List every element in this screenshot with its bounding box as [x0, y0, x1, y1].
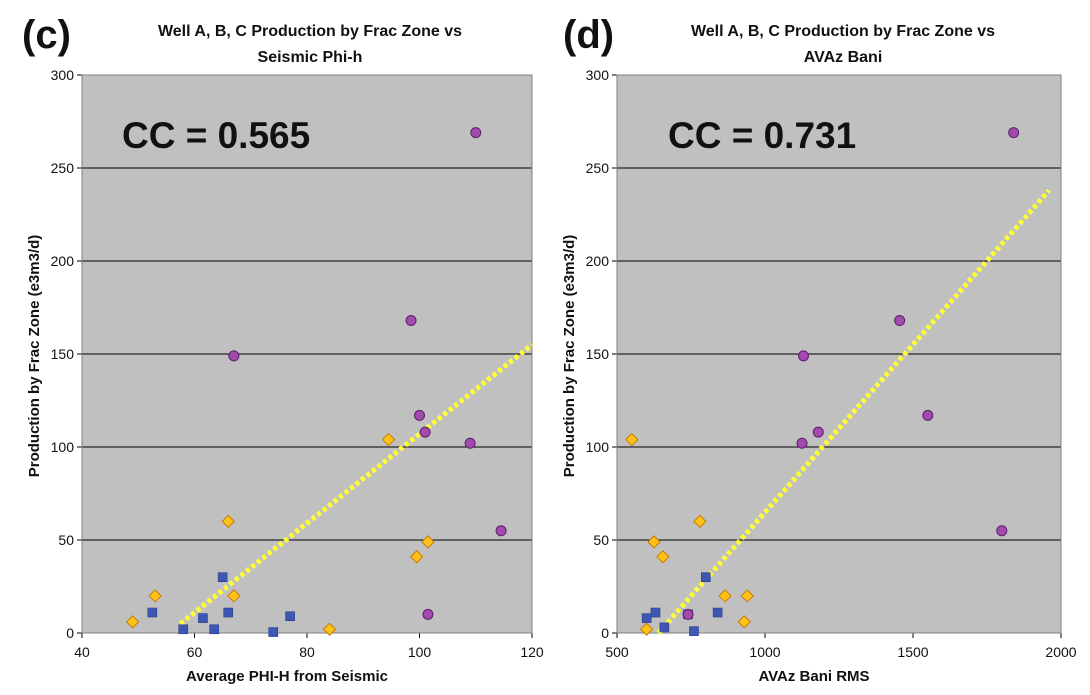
point-diamond-d	[639, 622, 654, 636]
point-diamond-c	[322, 622, 337, 636]
point-circle-c	[405, 315, 417, 327]
plot-frame-d	[616, 74, 1062, 634]
point-square-c	[223, 607, 234, 618]
x-tick-label-d: 1500	[897, 644, 928, 660]
point-square-d	[650, 607, 661, 618]
chart-title-d-line1: Well A, B, C Production by Frac Zone vs	[691, 23, 995, 40]
point-diamond-d	[656, 550, 670, 564]
point-diamond-c	[409, 550, 424, 564]
chart-title-c-line1: Well A, B, C Production by Frac Zone vs	[158, 23, 462, 40]
y-tick-label-c: 100	[51, 439, 75, 455]
point-diamond-c	[227, 589, 241, 603]
x-tick-label-d: 1000	[749, 644, 780, 660]
y-tick-label-c: 200	[51, 253, 75, 269]
panel-d: (d) Well A, B, C Production by Frac Zone…	[561, 13, 1077, 685]
x-tick-label-d: 2000	[1045, 644, 1076, 660]
point-circle-c	[419, 426, 431, 438]
point-diamond-c	[221, 514, 235, 529]
point-square-c	[147, 607, 158, 618]
point-square-d	[659, 622, 670, 633]
point-diamond-d	[737, 615, 751, 629]
x-tick-label-c: 100	[408, 644, 432, 660]
point-circle-d	[682, 608, 694, 620]
annotation-cc-d: CC = 0.731	[668, 115, 856, 156]
y-tick-label-d: 50	[593, 532, 609, 548]
point-circle-c	[414, 409, 425, 421]
point-diamond-d	[625, 432, 639, 447]
panel-label-c: (c)	[22, 13, 71, 57]
x-tick-label-c: 60	[187, 644, 203, 660]
point-diamond-d	[718, 589, 732, 603]
point-circle-d	[922, 409, 934, 421]
point-diamond-d	[647, 535, 661, 549]
y-tick-label-d: 200	[586, 253, 610, 269]
x-axis-label-d: AVAz Bani RMS	[758, 668, 869, 685]
annotation-cc-c: CC = 0.565	[122, 115, 310, 156]
y-axis-label-d: Production by Frac Zone (e3m3/d)	[561, 235, 578, 478]
point-diamond-d	[740, 589, 754, 603]
y-tick-label-c: 250	[51, 160, 75, 176]
point-square-d	[689, 626, 699, 636]
plot-area-d: 0 50 100 150 200 250 300 500 1000 1500 2000	[586, 67, 1077, 660]
point-diamond-c	[148, 589, 162, 603]
y-tick-label-d: 0	[601, 625, 609, 641]
chart-title-c-line2: Seismic Phi-h	[258, 49, 363, 66]
point-circle-d	[894, 315, 906, 327]
plot-frame-c	[81, 74, 533, 634]
point-square-c	[285, 611, 295, 622]
plot-area-c: 0 50 100 150 200 250 300 40 60 80 100 120	[51, 67, 544, 660]
point-circle-d	[1008, 127, 1020, 139]
panel-label-d: (d)	[563, 13, 614, 57]
point-circle-c	[228, 350, 240, 362]
point-square-c	[209, 624, 219, 635]
point-diamond-c	[125, 615, 140, 629]
point-square-c	[268, 627, 279, 637]
point-circle-d	[996, 525, 1008, 537]
point-circle-d	[797, 350, 809, 362]
point-circle-c	[422, 608, 434, 620]
point-circle-c	[495, 525, 507, 537]
y-tick-label-d: 250	[586, 160, 610, 176]
point-circle-c	[470, 127, 482, 139]
x-tick-label-c: 40	[74, 644, 90, 660]
point-circle-c	[464, 437, 476, 449]
x-tick-label-c: 80	[299, 644, 315, 660]
y-axis-label-c: Production by Frac Zone (e3m3/d)	[26, 235, 43, 478]
point-diamond-d	[693, 514, 707, 529]
point-circle-d	[812, 426, 824, 438]
y-tick-label-c: 50	[58, 532, 74, 548]
x-axis-label-c: Average PHI-H from Seismic	[186, 668, 388, 685]
point-circle-d	[796, 437, 808, 449]
point-diamond-c	[421, 535, 435, 549]
y-tick-label-c: 0	[66, 625, 74, 641]
x-tick-label-c: 120	[520, 644, 544, 660]
point-square-c	[178, 624, 189, 635]
y-tick-label-c: 300	[51, 67, 75, 83]
y-tick-label-c: 150	[51, 346, 75, 362]
trendline-d	[656, 188, 1052, 635]
point-square-c	[217, 572, 228, 583]
point-diamond-c	[381, 432, 396, 447]
y-tick-label-d: 300	[586, 67, 610, 83]
x-tick-label-d: 500	[605, 644, 629, 660]
point-square-c	[198, 613, 208, 623]
point-square-d	[700, 572, 711, 583]
point-square-d	[641, 613, 652, 623]
y-tick-label-d: 150	[586, 346, 610, 362]
y-tick-label-d: 100	[586, 439, 610, 455]
chart-title-d-line2: AVAz Bani	[804, 49, 883, 66]
panel-c: (c) Well A, B, C Production by Frac Zone…	[22, 13, 544, 685]
point-square-d	[712, 607, 723, 618]
trendline-c	[178, 342, 534, 626]
